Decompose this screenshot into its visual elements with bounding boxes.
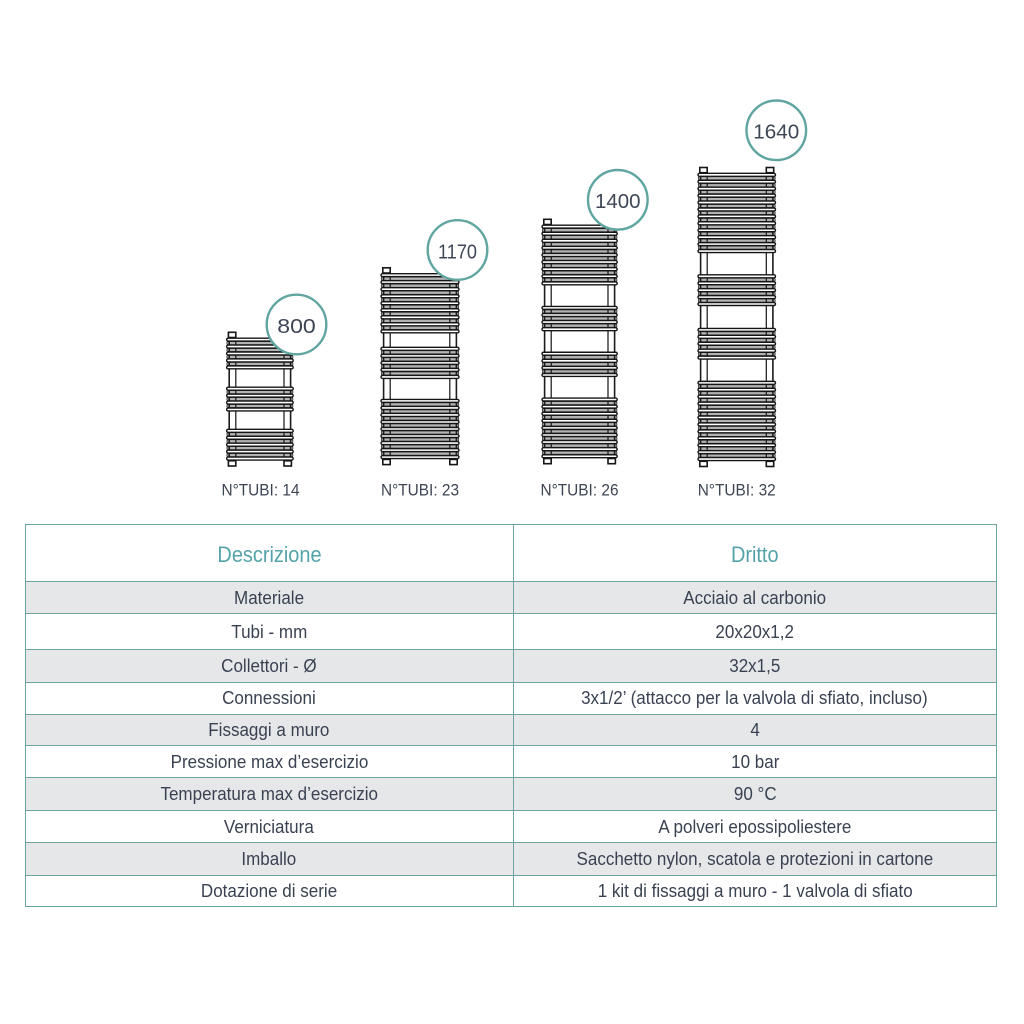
svg-text:800: 800 [277, 316, 316, 338]
svg-text:N°TUBI: 32: N°TUBI: 32 [698, 481, 776, 500]
svg-text:1400: 1400 [595, 191, 641, 213]
svg-text:1640: 1640 [753, 122, 799, 144]
svg-text:N°TUBI: 14: N°TUBI: 14 [222, 481, 300, 500]
svg-text:1170: 1170 [438, 241, 477, 263]
svg-text:N°TUBI: 26: N°TUBI: 26 [541, 481, 619, 500]
svg-text:N°TUBI: 23: N°TUBI: 23 [381, 481, 459, 500]
